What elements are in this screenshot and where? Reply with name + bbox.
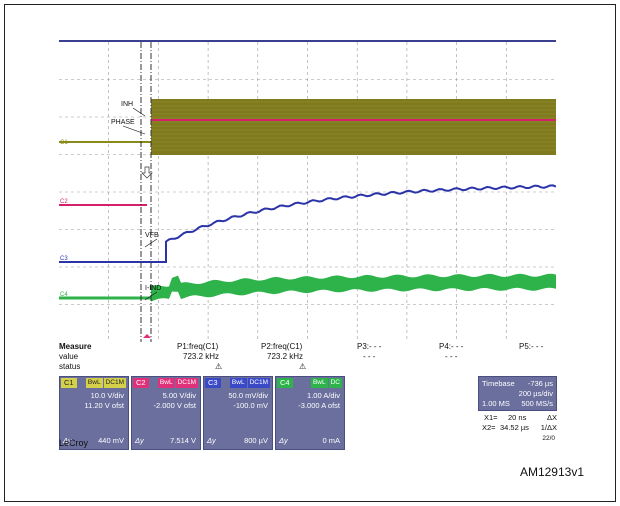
signal-label-iind: I-IND bbox=[145, 285, 161, 292]
trace-c3-vfb bbox=[59, 184, 556, 263]
measure-value-row: value 723.2 kHz 723.2 kHz - - - - - - bbox=[59, 352, 556, 363]
channel-marker-c4: C4 bbox=[60, 292, 68, 298]
channel-tag: C1 bbox=[61, 378, 77, 388]
cursor-readout: X1= 20 ns ΔX X2= 34.52 µs 1/ΔX 22/0 bbox=[478, 412, 557, 448]
waveform-display: C1 C2 C3 C4 INH PHASE VFB I-IND bbox=[59, 42, 556, 342]
channel-offset: -100.0 mV bbox=[233, 401, 268, 410]
timebase-per-div: 200 µs/div bbox=[518, 389, 553, 398]
signal-label-leader bbox=[132, 107, 146, 117]
channel-vdiv: 5.00 V/div bbox=[162, 391, 196, 400]
trace-c1-switching-band bbox=[151, 99, 556, 155]
signal-label-vfb: VFB bbox=[145, 232, 159, 239]
channel-delta-value: 7.514 V bbox=[170, 436, 196, 445]
channel-panel-c3[interactable]: C3 BwL DC1M 50.0 mV/div -100.0 mV Δy 800 … bbox=[203, 376, 273, 450]
channel-vdiv: 10.0 V/div bbox=[90, 391, 124, 400]
p4-header[interactable]: P4:- - - bbox=[439, 342, 464, 351]
x1-value: 20 ns bbox=[508, 413, 527, 422]
channel-offset: -3.000 A ofst bbox=[298, 401, 340, 410]
x2-inverse-label: 1/ΔX bbox=[540, 423, 557, 432]
p3-value: - - - bbox=[363, 352, 376, 361]
measure-title: Measure bbox=[59, 342, 92, 351]
figure-id: AM12913v1 bbox=[519, 465, 584, 479]
cursor-extra: 22/0 bbox=[542, 435, 555, 442]
channel-delta-label: Δy bbox=[63, 436, 72, 445]
channel-flags: BwL DC1M bbox=[229, 378, 270, 388]
channel-offset: 11.20 V ofst bbox=[84, 401, 124, 410]
channel-delta-label: Δy bbox=[279, 436, 288, 445]
p1-header[interactable]: P1:freq(C1) bbox=[177, 342, 219, 351]
channel-vdiv: 50.0 mV/div bbox=[228, 391, 268, 400]
x2-label: X2= bbox=[482, 423, 496, 432]
p2-status-warning-icon: ⚠ bbox=[299, 362, 307, 371]
channel-panel-c2[interactable]: C2 BwL DC1M 5.00 V/div -2.000 V ofst Δy 7… bbox=[131, 376, 201, 450]
x1-label: X1= bbox=[484, 413, 498, 422]
channel-offset: -2.000 V ofst bbox=[153, 401, 196, 410]
channel-panel-c1[interactable]: C1 BwL DC1M 10.0 V/div 11.20 V ofst Δy 44… bbox=[59, 376, 129, 450]
p3-header[interactable]: P3:- - - bbox=[357, 342, 382, 351]
channel-flags: BwL DC bbox=[310, 378, 342, 388]
p2-header[interactable]: P2:freq(C1) bbox=[261, 342, 303, 351]
transition-down-arrow-icon bbox=[141, 166, 153, 179]
channel-delta-value: 800 µV bbox=[244, 436, 268, 445]
channel-flags: BwL DC1M bbox=[157, 378, 198, 388]
signal-label-leader bbox=[122, 125, 146, 135]
trace-c4-current-band bbox=[151, 273, 556, 302]
signal-label-leader bbox=[144, 291, 158, 301]
timebase-panel[interactable]: Timebase -736 µs 200 µs/div 1.00 MS 500 … bbox=[478, 376, 557, 411]
measure-header-row: Measure P1:freq(C1) P2:freq(C1) P3:- - -… bbox=[59, 342, 556, 353]
trigger-marker-icon bbox=[143, 334, 151, 338]
channel-panel-c4[interactable]: C4 BwL DC 1.00 A/div -3.000 A ofst Δy 0 m… bbox=[275, 376, 345, 450]
channel-flags: BwL DC1M bbox=[85, 378, 126, 388]
scope-screen: C1 C2 C3 C4 INH PHASE VFB I-IND bbox=[59, 42, 556, 342]
channel-delta-label: Δy bbox=[135, 436, 144, 445]
signal-label-phase: PHASE bbox=[111, 119, 135, 126]
p2-value: 723.2 kHz bbox=[267, 352, 304, 361]
channel-tag: C2 bbox=[133, 378, 149, 388]
signal-label-leader bbox=[144, 238, 158, 248]
channel-tag: C4 bbox=[277, 378, 293, 388]
signal-label-inh: INH bbox=[121, 101, 133, 108]
channel-marker-c3: C3 bbox=[60, 256, 68, 262]
timebase-points: 1.00 MS bbox=[482, 399, 510, 408]
timebase-label: Timebase bbox=[482, 379, 515, 388]
channel-delta-value: 0 mA bbox=[322, 436, 340, 445]
x2-value: 34.52 µs bbox=[500, 423, 529, 432]
measure-status-row: status ⚠ ⚠ bbox=[59, 362, 556, 373]
channel-tag: C3 bbox=[205, 378, 221, 388]
scope-top-bar bbox=[59, 40, 556, 42]
timebase-sample-rate: 500 MS/s bbox=[521, 399, 553, 408]
status-label: status bbox=[59, 362, 81, 371]
channel-delta-label: Δy bbox=[207, 436, 216, 445]
measure-table: Measure P1:freq(C1) P2:freq(C1) P3:- - -… bbox=[59, 342, 556, 376]
channel-delta-value: 440 mV bbox=[98, 436, 124, 445]
p1-status-warning-icon: ⚠ bbox=[215, 362, 223, 371]
timebase-delay: -736 µs bbox=[527, 379, 553, 388]
p5-header[interactable]: P5:- - - bbox=[519, 342, 544, 351]
channel-marker-c1: C1 bbox=[60, 140, 68, 146]
scope-brand-logo: LeCroy bbox=[59, 438, 89, 448]
channel-vdiv: 1.00 A/div bbox=[307, 391, 340, 400]
x1-delta-label: ΔX bbox=[546, 413, 557, 422]
channel-marker-c2: C2 bbox=[60, 199, 68, 205]
value-label: value bbox=[59, 352, 79, 361]
p4-value: - - - bbox=[445, 352, 458, 361]
p1-value: 723.2 kHz bbox=[183, 352, 220, 361]
